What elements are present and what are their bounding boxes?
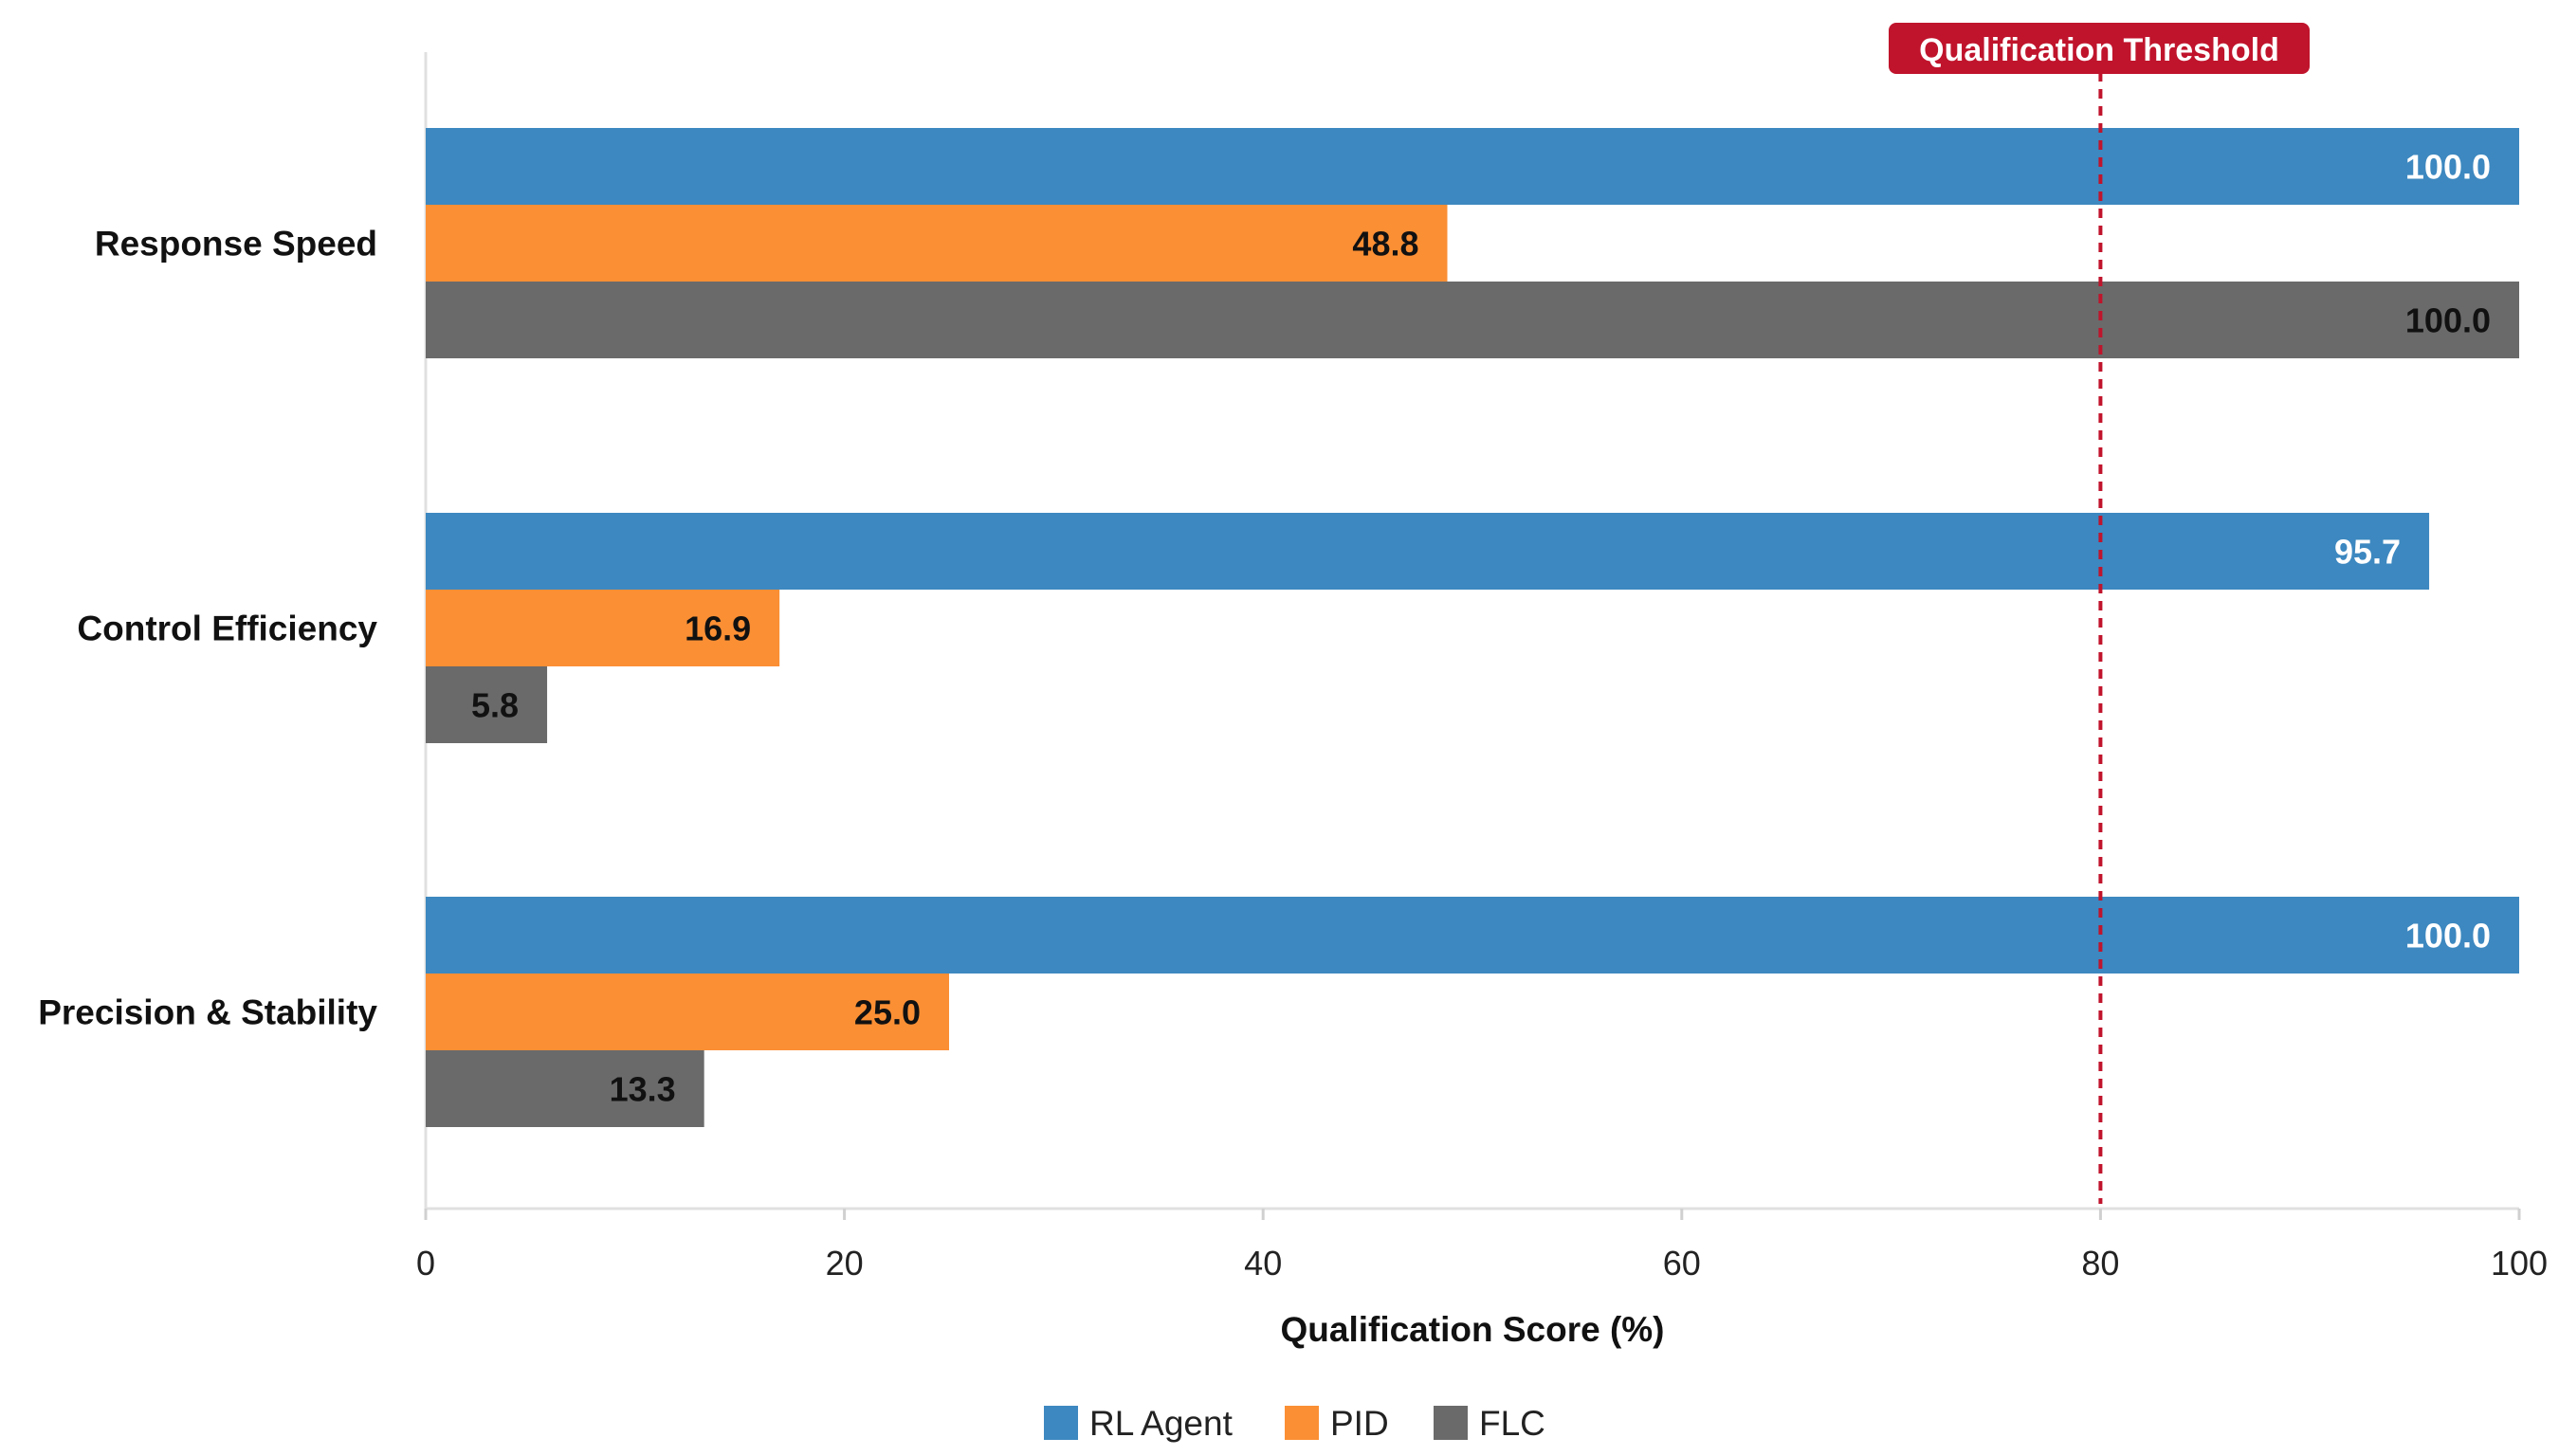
legend-label-pid: PID [1330,1404,1389,1443]
bar-pid-response-speed [426,205,1448,282]
bar-value-label: 16.9 [685,610,751,648]
threshold-marker: Qualification Threshold [1889,23,2310,1204]
bar-flc-response-speed [426,282,2519,358]
x-tick-label: 80 [2081,1244,2119,1283]
bar-value-label: 95.7 [2334,533,2401,572]
bar-rl-agent-precision-stability [426,897,2519,974]
x-tick-label: 60 [1663,1244,1701,1283]
legend-swatch-rl-agent [1044,1406,1078,1440]
bar-flc-control-efficiency [426,666,548,743]
legend-label-rl-agent: RL Agent [1089,1404,1234,1443]
legend: RL Agent PID FLC [1044,1404,1545,1443]
legend-swatch-pid [1285,1406,1319,1440]
bar-value-label: 25.0 [854,993,921,1032]
x-axis-title: Qualification Score (%) [1280,1310,1664,1349]
category-label-response-speed: Response Speed [95,225,377,264]
bar-value-label: 100.0 [2405,917,2491,956]
category-label-control-efficiency: Control Efficiency [77,610,377,648]
category-label-precision-stability: Precision & Stability [38,993,377,1032]
bar-value-label: 13.3 [610,1070,676,1109]
threshold-label-box [1889,23,2310,74]
bar-value-label: 100.0 [2405,301,2491,340]
bar-value-labels: 100.0 95.7 100.0 48.8 16.9 25.0 100.0 5.8 13.3 [471,148,2491,1109]
legend-label-flc: FLC [1479,1404,1545,1443]
axes: 0 20 40 60 80 100 Response Speed Control Effici… [38,52,2548,1283]
x-tick-label: 40 [1244,1244,1282,1283]
bars [426,128,2519,1127]
bar-rl-agent-control-efficiency [426,513,2430,590]
bar-flc-precision-stability [426,1050,704,1127]
bar-pid-control-efficiency [426,590,780,666]
x-tick-label: 100 [2491,1244,2548,1283]
x-tick-label: 20 [826,1244,864,1283]
threshold-label: Qualification Threshold [1919,32,2279,68]
bar-rl-agent-response-speed [426,128,2519,205]
legend-swatch-flc [1434,1406,1468,1440]
bar-pid-precision-stability [426,974,949,1050]
bar-value-label: 5.8 [471,686,519,725]
bar-value-label: 48.8 [1352,225,1418,264]
x-tick-label: 0 [416,1244,435,1283]
bar-value-label: 100.0 [2405,148,2491,187]
